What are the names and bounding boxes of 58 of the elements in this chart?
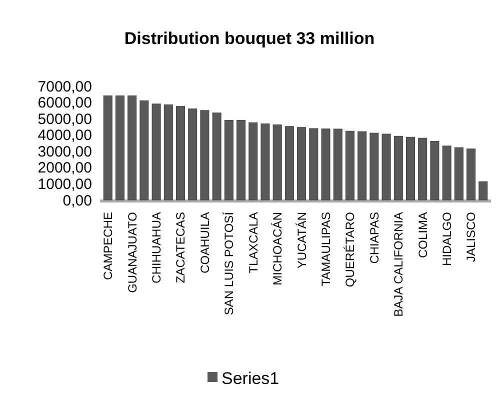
x-tick-label: TLAXCALA: [246, 212, 260, 274]
chart-title: Distribution bouquet 33 million: [124, 29, 375, 48]
bar: [454, 147, 464, 200]
y-tick-label: 1000,00: [38, 176, 92, 193]
x-tick-label: GUANAJUATO: [125, 212, 140, 293]
bar: [236, 120, 246, 200]
x-tick-label: TAMAULIPAS: [318, 212, 333, 286]
bar: [248, 122, 258, 200]
bar: [418, 138, 428, 200]
x-tick-label: COLIMA: [416, 212, 430, 258]
bar: [260, 124, 270, 200]
bar: [128, 96, 137, 200]
bar: [200, 110, 210, 200]
y-tick-label: 0,00: [62, 192, 92, 210]
bar: [152, 104, 161, 200]
bar: [333, 128, 342, 200]
y-tick-label: 7000,00: [38, 78, 92, 96]
bar: [212, 112, 222, 200]
x-tick-label: HIDALGO: [440, 212, 454, 266]
bar: [115, 96, 124, 200]
bar: [370, 132, 379, 200]
bar: [284, 126, 294, 200]
bar: [358, 131, 367, 200]
y-tick-label: 3000,00: [38, 143, 92, 160]
legend-label: Series1: [222, 368, 280, 388]
bar: [382, 134, 391, 200]
bar: [442, 146, 452, 200]
x-tick-label: YUCATÁN: [294, 212, 309, 268]
x-tick-label: JALISCO: [464, 212, 478, 262]
bar: [345, 130, 354, 200]
bar: [394, 136, 403, 200]
x-tick-label: CHIHUAHUA: [149, 212, 164, 284]
bar: [103, 96, 112, 200]
x-tick-label: CAMPECHE: [101, 212, 116, 280]
bar: [140, 100, 149, 200]
bar: [224, 120, 234, 200]
bar: [164, 104, 173, 200]
bar: [406, 136, 415, 200]
x-tick-label: BAJA CALIFORNIA: [392, 212, 406, 317]
bar: [188, 108, 198, 200]
bar: [466, 148, 476, 200]
y-tick-label: 2000,00: [38, 160, 92, 177]
bar: [176, 106, 185, 200]
bar: [430, 140, 440, 200]
bar: [309, 128, 318, 200]
y-tick-label: 4000,00: [38, 127, 92, 144]
x-tick-label: COAHUILA: [198, 212, 212, 274]
y-tick-label: 6000,00: [38, 94, 92, 112]
x-tick-label: QUERÉTARO: [343, 212, 358, 288]
y-tick-label: 5000,00: [38, 110, 92, 128]
x-tick-label: SAN LUIS POTOSÍ: [222, 211, 236, 316]
bar: [297, 127, 306, 200]
x-tick-label: MICHOACÁN: [270, 212, 285, 286]
x-tick-label: ZACATECAS: [174, 212, 188, 284]
bar: [321, 128, 330, 200]
bar: [272, 124, 282, 200]
bar: [478, 181, 488, 200]
x-tick-label: CHIAPAS: [367, 212, 382, 264]
